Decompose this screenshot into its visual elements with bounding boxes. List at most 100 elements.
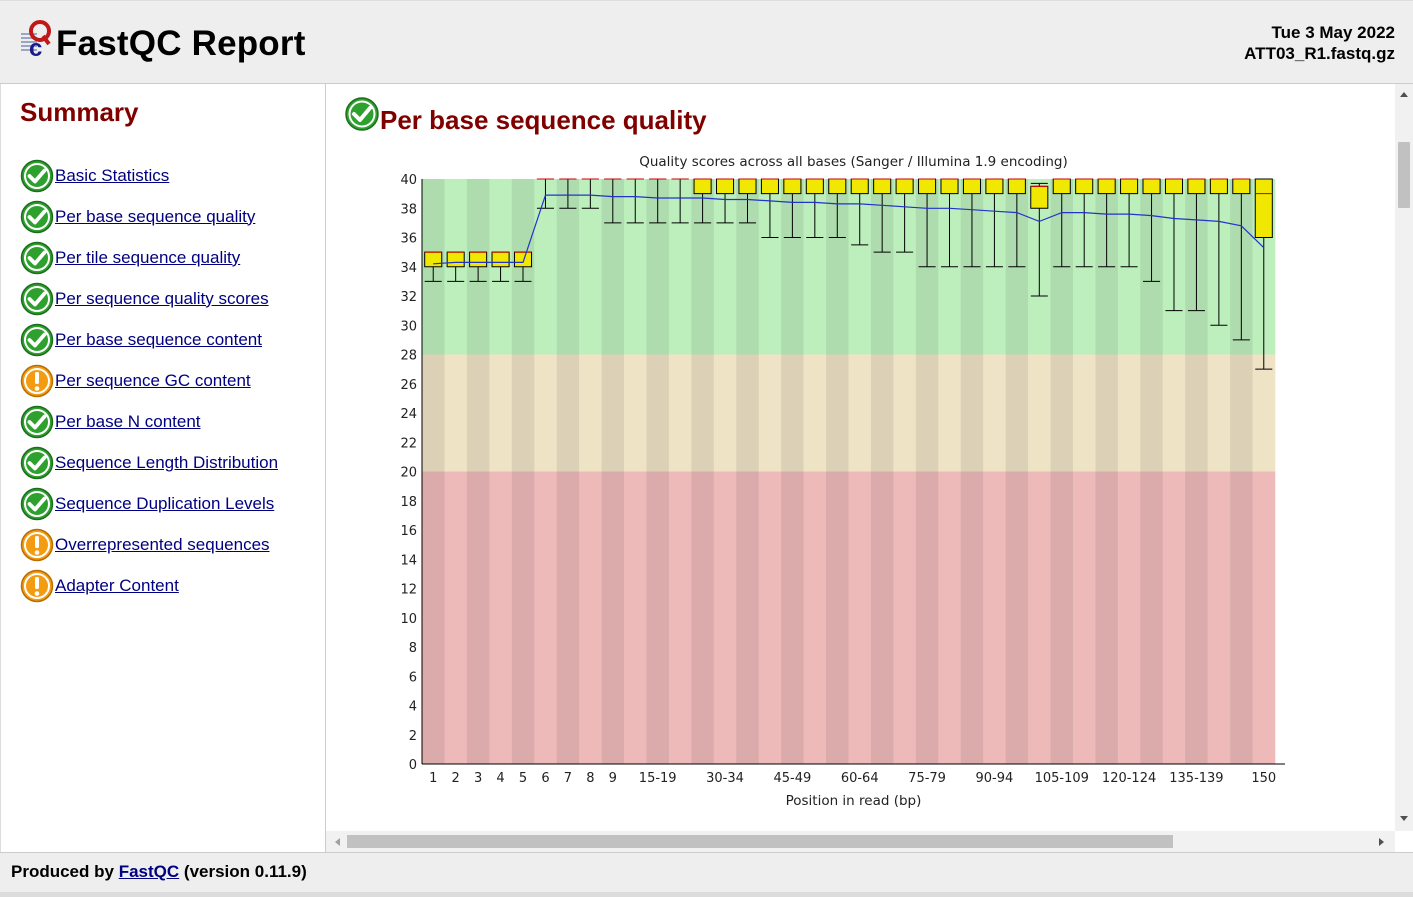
zone-acceptable-band: [668, 354, 692, 472]
zone-poor-band: [1162, 471, 1186, 764]
zone-poor-band: [983, 471, 1006, 764]
zone-acceptable-band: [556, 354, 580, 472]
pass-check-icon: [20, 446, 54, 479]
iqr-box: [783, 178, 802, 195]
y-tick-label: 38: [400, 202, 417, 217]
module-panel[interactable]: Per base sequence quality 0 2 4 6 8 10 12 14 16 1…: [326, 84, 1395, 831]
summary-link[interactable]: Adapter Content: [55, 575, 179, 595]
y-tick-label: 8: [409, 641, 417, 656]
zone-poor-band: [893, 471, 917, 764]
iqr-box: [693, 178, 712, 195]
x-tick-label: 120-124: [1102, 771, 1156, 786]
x-tick-label: 105-109: [1035, 771, 1089, 786]
vertical-scroll-thumb[interactable]: [1398, 142, 1410, 208]
zone-acceptable-band: [601, 354, 625, 472]
warning-icon: [20, 569, 54, 602]
summary-item: Per tile sequence quality: [20, 237, 278, 278]
zone-acceptable-band: [489, 354, 513, 472]
zone-poor-band: [826, 471, 849, 764]
fastqc-logo-icon: c: [21, 20, 51, 59]
summary-item: Overrepresented sequences: [20, 524, 278, 565]
zone-good-band: [893, 179, 917, 355]
zone-good-band: [803, 179, 827, 355]
summary-link[interactable]: Overrepresented sequences: [55, 534, 270, 554]
x-tick-label: 60-64: [841, 771, 879, 786]
summary-link[interactable]: Basic Statistics: [55, 165, 170, 185]
zone-acceptable-band: [1072, 354, 1096, 472]
zone-acceptable-band: [1207, 354, 1231, 472]
y-tick-label: 10: [400, 612, 417, 627]
x-tick-label: 7: [564, 771, 572, 786]
y-tick-label: 40: [400, 173, 417, 188]
zone-poor-band: [646, 471, 670, 764]
iqr-box: [1187, 178, 1206, 195]
iqr-box: [1142, 178, 1161, 195]
summary-link[interactable]: Per base N content: [55, 411, 201, 431]
horizontal-scrollbar[interactable]: [326, 831, 1395, 852]
zone-good-band: [758, 179, 782, 355]
iqr-box: [716, 178, 735, 195]
iqr-box: [1120, 178, 1139, 195]
zone-poor-band: [781, 471, 804, 764]
zone-poor-band: [444, 471, 468, 764]
y-tick-label: 14: [400, 553, 417, 568]
summary-link[interactable]: Per base sequence quality: [55, 206, 256, 226]
y-tick-label: 28: [400, 349, 417, 364]
summary-link[interactable]: Per base sequence content: [55, 329, 262, 349]
svg-text:c: c: [29, 35, 42, 59]
scroll-right-arrow-icon[interactable]: [1378, 837, 1386, 847]
zone-acceptable-band: [422, 354, 445, 472]
scroll-up-arrow-icon[interactable]: [1399, 90, 1409, 98]
zone-acceptable-band: [1252, 354, 1276, 472]
pass-check-icon: [20, 159, 54, 192]
fastqc-link[interactable]: FastQC: [118, 862, 180, 881]
zone-poor-band: [1252, 471, 1276, 764]
zone-poor-band: [915, 471, 939, 764]
pass-check-icon: [20, 241, 54, 274]
x-tick-label: 3: [474, 771, 482, 786]
mean-quality-line: [433, 194, 1265, 265]
y-tick-label: 34: [400, 261, 417, 276]
pass-check-icon: [20, 282, 54, 315]
zone-poor-band: [691, 471, 715, 764]
zone-acceptable-band: [848, 354, 872, 472]
pass-check-icon: [20, 405, 54, 438]
zone-poor-band: [1207, 471, 1231, 764]
pass-check-icon: [345, 96, 379, 131]
y-tick-label: 12: [400, 583, 417, 598]
zone-poor-band: [960, 471, 984, 764]
summary-link[interactable]: Per sequence quality scores: [55, 288, 269, 308]
horizontal-scroll-thumb[interactable]: [347, 835, 1173, 848]
summary-link[interactable]: Per tile sequence quality: [55, 247, 241, 267]
vertical-scrollbar[interactable]: [1395, 84, 1413, 831]
zone-poor-band: [579, 471, 602, 764]
x-tick-label: 90-94: [976, 771, 1014, 786]
zone-poor-band: [1005, 471, 1029, 764]
zone-acceptable-band: [826, 354, 849, 472]
zone-acceptable-band: [803, 354, 827, 472]
summary-panel: Summary Basic Statistics Per base sequenc…: [0, 84, 326, 852]
x-tick-label: 5: [519, 771, 527, 786]
zone-good-band: [579, 179, 602, 355]
iqr-box: [446, 251, 465, 268]
zone-poor-band: [668, 471, 692, 764]
zone-poor-band: [938, 471, 962, 764]
summary-link[interactable]: Per sequence GC content: [55, 370, 251, 390]
zone-poor-band: [1185, 471, 1208, 764]
y-tick-label: 2: [409, 729, 417, 744]
scroll-left-arrow-icon[interactable]: [333, 837, 341, 847]
scroll-down-arrow-icon[interactable]: [1399, 815, 1409, 823]
iqr-box: [491, 251, 510, 268]
iqr-box: [1007, 178, 1026, 195]
zone-acceptable-band: [893, 354, 917, 472]
y-tick-label: 20: [400, 466, 417, 481]
report-title: FastQC Report: [56, 24, 306, 63]
summary-link[interactable]: Sequence Length Distribution: [55, 452, 279, 472]
summary-item: Sequence Duplication Levels: [20, 483, 278, 524]
zone-poor-band: [1050, 471, 1074, 764]
pass-check-icon: [20, 323, 54, 356]
y-tick-label: 26: [400, 378, 417, 393]
zone-acceptable-band: [646, 354, 670, 472]
summary-item: Per base sequence content: [20, 319, 278, 360]
summary-link[interactable]: Sequence Duplication Levels: [55, 493, 275, 513]
